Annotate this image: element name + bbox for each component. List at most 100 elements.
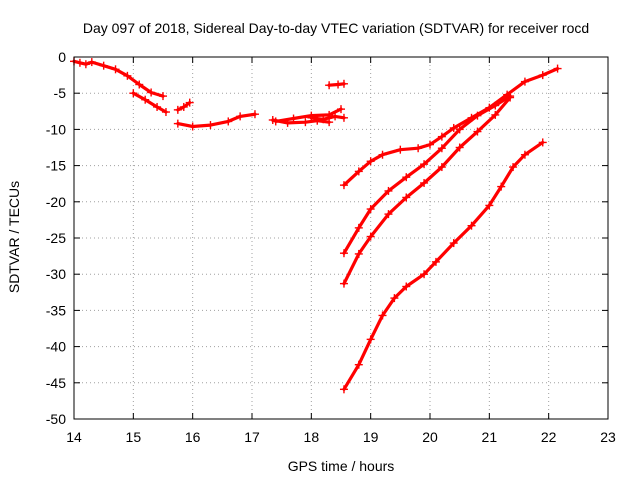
series-arc-12 (339, 138, 547, 394)
data-point (339, 79, 348, 88)
x-tick-label: 23 (600, 429, 616, 445)
plot-frame (73, 56, 609, 420)
x-tick-label: 16 (185, 429, 201, 445)
data-point (553, 64, 562, 73)
x-tick-label: 19 (363, 429, 379, 445)
data-point (455, 143, 464, 152)
series-trace (309, 114, 346, 121)
data-point (75, 58, 84, 67)
data-point (426, 140, 434, 149)
data-point (354, 360, 363, 369)
data-point (87, 58, 96, 67)
data-point (339, 113, 348, 122)
data-point (179, 102, 188, 111)
data-point (473, 127, 482, 136)
x-tick-label: 18 (304, 429, 320, 445)
y-tick-label: 0 (58, 49, 66, 65)
series-arc-11 (339, 93, 515, 288)
data-point (390, 294, 399, 303)
data-point (402, 282, 411, 291)
data-point (520, 77, 529, 86)
data-point (206, 121, 215, 130)
data-point (449, 239, 458, 248)
data-point (354, 167, 363, 176)
data-point (123, 71, 132, 80)
series-trace (342, 66, 560, 187)
data-point (188, 122, 197, 131)
data-point (497, 182, 506, 191)
y-axis-label: SDTVAR / TECUs (6, 181, 22, 293)
data-point (420, 270, 429, 279)
data-point (378, 150, 387, 159)
series-arc-2 (129, 89, 170, 117)
series-arc-3 (173, 98, 194, 114)
y-tick-label: -20 (46, 194, 66, 210)
data-point (396, 145, 405, 154)
series-arc-10 (339, 92, 515, 258)
data-point (420, 160, 429, 169)
y-tick-label: -40 (46, 339, 66, 355)
series-trace (72, 59, 165, 98)
data-point (354, 223, 363, 232)
data-series (70, 57, 562, 394)
x-tick-label: 14 (66, 429, 82, 445)
y-tick-label: -45 (46, 375, 66, 391)
data-point (161, 108, 170, 117)
series-trace (342, 140, 545, 391)
data-point (538, 71, 547, 80)
data-point (366, 205, 375, 214)
data-point (331, 112, 340, 121)
data-point (173, 105, 182, 114)
x-tick-label: 15 (126, 429, 142, 445)
data-point (437, 144, 446, 153)
data-point (414, 144, 423, 153)
data-point (224, 117, 233, 126)
series-arc-5 (268, 115, 334, 127)
data-point (111, 65, 120, 74)
data-point (339, 249, 348, 258)
data-point (449, 123, 458, 132)
data-point (271, 117, 280, 126)
data-point (384, 186, 393, 195)
data-point (339, 181, 348, 190)
data-point (520, 150, 529, 159)
axis-ticks: 14 15 16 17 18 19 20 21 22 23 0 -5 -10 -15 -20 -25 -30 -3… (46, 49, 616, 445)
data-point (455, 125, 464, 134)
data-point (334, 80, 343, 89)
data-point (307, 113, 316, 122)
data-point (437, 163, 446, 172)
series-arc-8 (325, 79, 348, 90)
data-point (153, 102, 162, 111)
y-tick-label: -5 (54, 85, 67, 101)
data-point (509, 163, 518, 172)
series-arc-9 (339, 64, 562, 190)
data-point (491, 101, 500, 110)
data-point (420, 178, 429, 187)
data-point (354, 249, 363, 258)
y-tick-label: -30 (46, 266, 66, 282)
y-tick-label: -10 (46, 121, 66, 137)
data-point (366, 232, 375, 241)
data-point (236, 112, 245, 121)
data-point (99, 61, 108, 70)
data-point (339, 279, 348, 288)
data-point (339, 385, 348, 394)
data-point (81, 60, 90, 69)
data-point (506, 93, 515, 102)
data-point (437, 132, 446, 141)
data-point (473, 111, 482, 120)
y-tick-label: -15 (46, 158, 66, 174)
data-point (337, 105, 345, 114)
data-point (159, 92, 167, 101)
data-point (250, 110, 259, 119)
data-point (378, 311, 387, 320)
data-point (491, 110, 500, 119)
data-point (431, 257, 440, 266)
chart-title: Day 097 of 2018, Sidereal Day-to-day VTE… (83, 20, 589, 36)
x-tick-label: 20 (422, 429, 438, 445)
data-point (147, 88, 156, 97)
data-point (185, 98, 194, 107)
series-arc-7 (307, 112, 348, 124)
data-point (135, 80, 144, 89)
series-trace (342, 95, 512, 286)
